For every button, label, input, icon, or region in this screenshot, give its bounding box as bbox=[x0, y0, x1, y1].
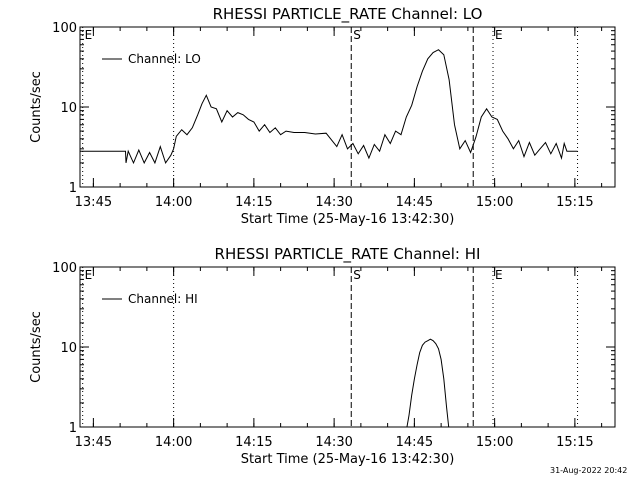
chart-title-hi: RHESSI PARTICLE_RATE Channel: HI bbox=[215, 245, 481, 264]
x-axis-label-lo: Start Time (25-May-16 13:42:30) bbox=[241, 212, 455, 227]
series-line-lo-0 bbox=[80, 49, 578, 165]
legend-label-lo: Channel: LO bbox=[128, 52, 201, 66]
marker-label-hi-0: E bbox=[85, 268, 93, 282]
y-tick-label-hi-1: 10 bbox=[60, 341, 77, 356]
x-tick-label-lo-2: 14:15 bbox=[235, 195, 272, 210]
x-tick-label-hi-3: 14:30 bbox=[315, 435, 352, 450]
x-tick-label-hi-0: 13:45 bbox=[75, 435, 112, 450]
x-axis-label-hi: Start Time (25-May-16 13:42:30) bbox=[241, 452, 455, 467]
x-tick-label-lo-3: 14:30 bbox=[315, 195, 352, 210]
x-tick-label-lo-5: 15:00 bbox=[476, 195, 513, 210]
marker-label-hi-4: E bbox=[495, 268, 503, 282]
timestamp: 31-Aug-2022 20:42 bbox=[550, 466, 628, 475]
y-axis-label-hi: Counts/sec bbox=[29, 311, 44, 383]
x-tick-label-lo-6: 15:15 bbox=[556, 195, 593, 210]
y-tick-label-lo-2: 100 bbox=[52, 21, 77, 36]
chart-title-lo: RHESSI PARTICLE_RATE Channel: LO bbox=[213, 5, 483, 24]
legend-label-hi: Channel: HI bbox=[128, 292, 198, 306]
plot-frame-lo bbox=[79, 26, 616, 188]
marker-label-hi-2: S bbox=[353, 268, 361, 282]
x-tick-label-hi-1: 14:00 bbox=[155, 435, 192, 450]
x-tick-label-lo-1: 14:00 bbox=[155, 195, 192, 210]
y-tick-label-hi-0: 1 bbox=[69, 421, 77, 436]
x-tick-label-hi-5: 15:00 bbox=[476, 435, 513, 450]
x-tick-label-hi-4: 14:45 bbox=[396, 435, 433, 450]
x-tick-label-lo-0: 13:45 bbox=[75, 195, 112, 210]
y-tick-label-lo-0: 1 bbox=[69, 181, 77, 196]
x-tick-label-hi-2: 14:15 bbox=[235, 435, 272, 450]
y-axis-label-lo: Counts/sec bbox=[29, 71, 44, 143]
x-tick-label-lo-4: 14:45 bbox=[396, 195, 433, 210]
x-tick-label-hi-6: 15:15 bbox=[556, 435, 593, 450]
plot-frame-hi bbox=[79, 266, 616, 428]
y-tick-label-hi-2: 100 bbox=[52, 261, 77, 276]
series-line-hi-0 bbox=[406, 338, 450, 427]
y-tick-label-lo-1: 10 bbox=[60, 101, 77, 116]
marker-label-lo-4: E bbox=[495, 28, 503, 42]
marker-label-lo-2: S bbox=[353, 28, 361, 42]
marker-label-lo-0: E bbox=[85, 28, 93, 42]
